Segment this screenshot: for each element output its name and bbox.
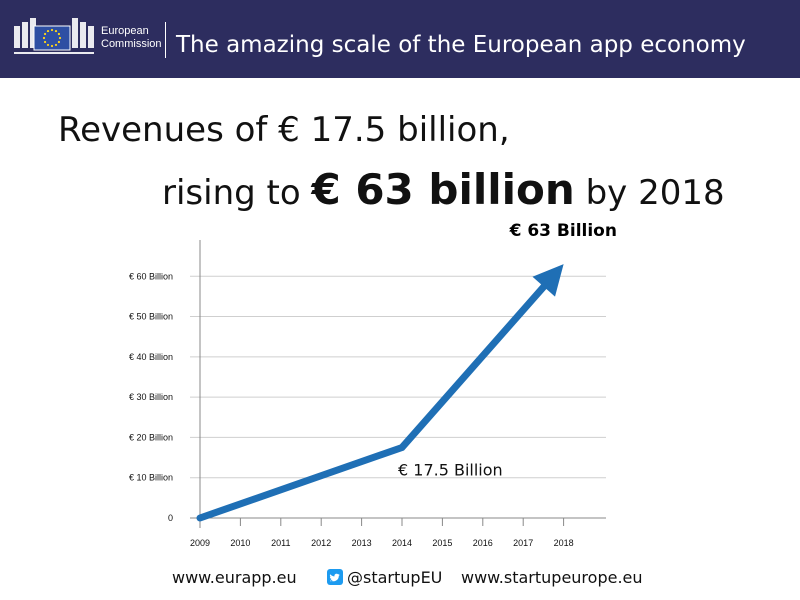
footer-twitter-handle[interactable]: @startupEU bbox=[347, 568, 443, 587]
y-tick-label: € 50 Billion bbox=[129, 312, 173, 322]
flag-star bbox=[57, 32, 61, 36]
headline-line2-post: by 2018 bbox=[574, 173, 725, 213]
x-tick-label: 2013 bbox=[352, 538, 372, 548]
x-tick-label: 2016 bbox=[473, 538, 493, 548]
flag-star bbox=[42, 36, 46, 40]
flag-star bbox=[57, 40, 61, 44]
x-tick-label: 2011 bbox=[271, 538, 290, 548]
y-tick-label: € 40 Billion bbox=[129, 352, 173, 362]
twitter-icon[interactable] bbox=[327, 569, 343, 585]
x-tick-label: 2010 bbox=[230, 538, 250, 548]
headline-line1: Revenues of € 17.5 billion, bbox=[58, 110, 510, 150]
y-tick-label: € 60 Billion bbox=[129, 271, 173, 281]
headline-line2: rising to € 63 billion by 2018 bbox=[162, 166, 725, 217]
flag-star bbox=[54, 43, 58, 47]
x-tick-label: 2014 bbox=[392, 538, 412, 548]
footer-link-startupeurope[interactable]: www.startupeurope.eu bbox=[461, 568, 643, 587]
flag-star bbox=[54, 29, 58, 33]
x-tick-label: 2017 bbox=[513, 538, 533, 548]
arrow-head bbox=[532, 264, 564, 297]
footer-link-eurapp[interactable]: www.eurapp.eu bbox=[172, 568, 297, 587]
org-name-line2: Commission bbox=[101, 38, 162, 50]
headline-line2-pre: rising to bbox=[162, 173, 312, 213]
series-line bbox=[196, 279, 551, 522]
headline-line2-highlight: € 63 billion bbox=[311, 165, 575, 214]
header-banner: European Commission The amazing scale of… bbox=[0, 0, 800, 78]
european-commission-logo bbox=[14, 18, 94, 54]
y-tick-label: € 20 Billion bbox=[129, 432, 173, 442]
x-tick-label: 2012 bbox=[311, 538, 331, 548]
flag-star bbox=[46, 43, 50, 47]
y-tick-label: € 10 Billion bbox=[129, 473, 173, 483]
data-label: € 17.5 Billion bbox=[398, 460, 503, 479]
x-tick-label: 2009 bbox=[190, 538, 210, 548]
flag-star bbox=[50, 44, 54, 48]
org-name-line1: European bbox=[101, 25, 149, 37]
flag-star bbox=[43, 40, 47, 44]
org-name: European Commission bbox=[101, 25, 162, 51]
y-tick-label: € 30 Billion bbox=[129, 392, 173, 402]
flag-star bbox=[46, 29, 50, 33]
header-divider bbox=[165, 22, 166, 58]
data-label: € 63 Billion bbox=[509, 221, 617, 241]
footer: www.eurapp.eu @startupEU www.startupeuro… bbox=[0, 564, 800, 594]
flag-star bbox=[50, 28, 54, 32]
flag-star bbox=[43, 32, 47, 36]
x-tick-label: 2018 bbox=[554, 538, 574, 548]
flag-star bbox=[58, 36, 62, 40]
x-tick-label: 2015 bbox=[432, 538, 452, 548]
y-tick-label: 0 bbox=[168, 513, 173, 523]
page-title: The amazing scale of the European app ec… bbox=[176, 32, 746, 58]
